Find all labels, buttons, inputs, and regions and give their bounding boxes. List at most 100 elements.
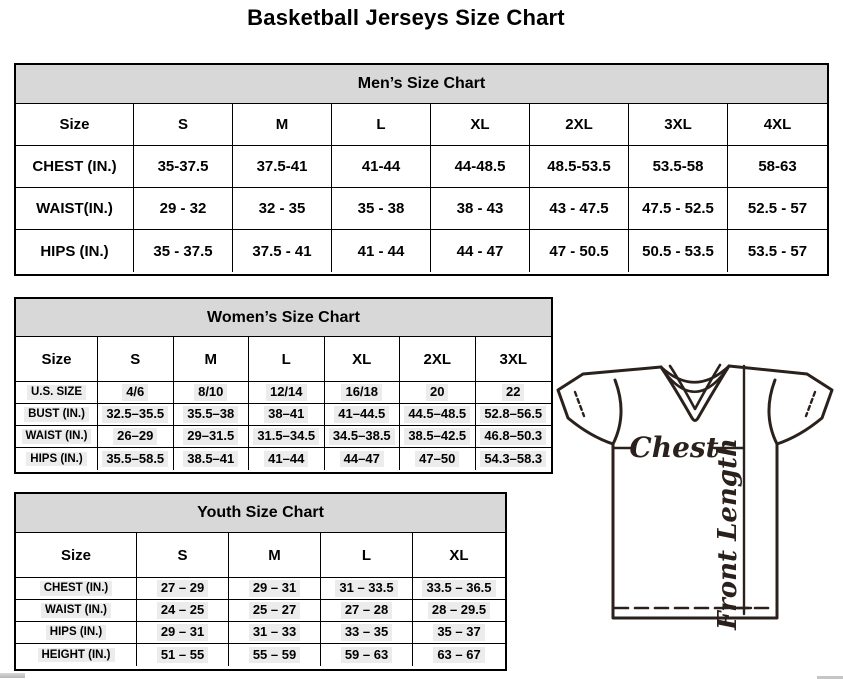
womens-column-header: 2XL bbox=[400, 337, 476, 381]
mens-column-header: 2XL bbox=[530, 104, 629, 145]
mens-column-header: M bbox=[233, 104, 332, 145]
jersey-measurement-diagram: Chest Front Length bbox=[556, 363, 834, 631]
womens-cell: 38–41 bbox=[249, 404, 325, 425]
mens-column-header: L bbox=[332, 104, 431, 145]
highlighted-value: 29–31.5 bbox=[183, 428, 239, 445]
right-armhole-seam bbox=[767, 378, 779, 446]
youth-cell: 29 – 31 bbox=[137, 622, 229, 643]
mens-cell: 32 - 35 bbox=[233, 188, 332, 229]
womens-row-label: U.S. SIZE bbox=[16, 382, 98, 403]
highlighted-value: 59 – 63 bbox=[340, 646, 393, 664]
womens-cell: 35.5–38 bbox=[174, 404, 249, 425]
highlighted-value: 38.5–42.5 bbox=[404, 428, 471, 445]
womens-row-label: BUST (IN.) bbox=[16, 404, 98, 425]
youth-column-header: XL bbox=[449, 546, 469, 564]
youth-column-header: Size bbox=[16, 533, 137, 577]
collar-back-arc-1 bbox=[659, 364, 731, 384]
youth-row-label: HEIGHT (IN.) bbox=[16, 644, 137, 666]
womens-cell: 54.3–58.3 bbox=[476, 448, 552, 470]
jersey-outline bbox=[556, 364, 834, 620]
highlighted-value: 35.5–58.5 bbox=[102, 450, 169, 468]
mens-cell: 41-44 bbox=[332, 146, 431, 187]
highlighted-value: 46.8–50.3 bbox=[480, 428, 547, 445]
womens-cell: 41–44.5 bbox=[325, 404, 400, 425]
right-cuff-dashed-line bbox=[804, 390, 817, 418]
mens-column-header: 4XL bbox=[763, 116, 792, 133]
mens-cell: 35-37.5 bbox=[134, 146, 233, 187]
highlighted-value: 44.5–48.5 bbox=[404, 406, 471, 423]
youth-cell: 55 – 59 bbox=[229, 644, 321, 666]
left-armhole-seam bbox=[611, 378, 623, 446]
highlighted-value: 34.5–38.5 bbox=[328, 428, 395, 445]
youth-cell: 24 – 25 bbox=[137, 600, 229, 621]
mens-cell: 44 - 47 bbox=[431, 230, 530, 272]
mens-table-row: WAIST(IN.) 29 - 32 32 - 35 35 - 38 38 - 43 43… bbox=[16, 188, 827, 230]
womens-cell: 38.5–41 bbox=[174, 448, 249, 470]
womens-cell: 12/14 bbox=[249, 382, 325, 403]
womens-cell: 26–29 bbox=[98, 426, 174, 447]
highlighted-value: 29 – 31 bbox=[248, 580, 301, 597]
womens-column-header: 3XL bbox=[499, 350, 527, 368]
youth-table-header: Youth Size Chart bbox=[16, 494, 505, 533]
highlighted-value: 4/6 bbox=[122, 384, 149, 401]
womens-cell: 35.5–58.5 bbox=[98, 448, 174, 470]
mens-cell: 44-48.5 bbox=[431, 146, 530, 187]
highlighted-value: HIPS (IN.) bbox=[26, 451, 87, 467]
mens-row-label: WAIST(IN.) bbox=[16, 188, 134, 229]
highlighted-value: 16/18 bbox=[341, 384, 383, 401]
mens-cell: 53.5-58 bbox=[629, 146, 728, 187]
highlighted-value: 24 – 25 bbox=[156, 602, 209, 619]
highlighted-value: 8/10 bbox=[194, 384, 228, 401]
mens-cell: 53.5 - 57 bbox=[747, 242, 808, 260]
womens-cell: 52.8–56.5 bbox=[476, 404, 552, 425]
collar-back-arc-2 bbox=[661, 367, 729, 394]
youth-cell: 63 – 67 bbox=[413, 644, 505, 666]
womens-table-row: U.S. SIZE 4/6 8/10 12/14 16/18 20 22 bbox=[16, 382, 551, 404]
mens-cell: 58-63 bbox=[758, 158, 797, 175]
youth-column-header: S bbox=[137, 533, 229, 577]
highlighted-value: 33.5 – 36.5 bbox=[422, 580, 496, 597]
youth-cell: 31 – 33.5 bbox=[321, 578, 413, 599]
horizontal-scrollbar-fragment-left[interactable] bbox=[0, 673, 25, 678]
youth-cell: 29 – 31 bbox=[229, 578, 321, 599]
youth-column-header-row: Size S M L XL bbox=[16, 533, 505, 578]
highlighted-value: CHEST (IN.) bbox=[39, 581, 113, 596]
youth-cell: 25 – 27 bbox=[229, 600, 321, 621]
highlighted-value: 22 bbox=[502, 384, 525, 401]
highlighted-value: 38–41 bbox=[264, 406, 309, 423]
collar-inner-v bbox=[668, 363, 722, 411]
highlighted-value: 63 – 67 bbox=[433, 646, 485, 664]
mens-cell: 37.5-41 bbox=[233, 146, 332, 187]
womens-cell: 16/18 bbox=[325, 382, 400, 403]
womens-row-label: WAIST (IN.) bbox=[16, 426, 98, 447]
youth-cell: 59 – 63 bbox=[321, 644, 413, 666]
mens-column-header: XL bbox=[431, 104, 530, 145]
highlighted-value: 31 – 33 bbox=[248, 624, 301, 641]
womens-cell: 8/10 bbox=[174, 382, 249, 403]
mens-cell: 35 - 38 bbox=[332, 188, 431, 229]
womens-column-header: S bbox=[98, 337, 174, 381]
highlighted-value: 31.5–34.5 bbox=[253, 428, 320, 445]
womens-table-row: HIPS (IN.) 35.5–58.5 38.5–41 41–44 44–47 47–5… bbox=[16, 448, 551, 470]
highlighted-value: WAIST (IN.) bbox=[41, 603, 111, 618]
horizontal-scrollbar-fragment-right[interactable] bbox=[817, 676, 843, 679]
highlighted-value: 52.8–56.5 bbox=[480, 406, 547, 423]
mens-column-header-row: Size S M L XL 2XL 3XL 4XL bbox=[16, 104, 827, 146]
highlighted-value: HIPS (IN.) bbox=[45, 625, 107, 640]
womens-cell: 47–50 bbox=[400, 448, 476, 470]
mens-cell: 38 - 43 bbox=[431, 188, 530, 229]
mens-row-label: HIPS (IN.) bbox=[16, 230, 134, 272]
womens-column-header: XL bbox=[325, 337, 400, 381]
womens-cell: 44–47 bbox=[325, 448, 400, 470]
youth-table-row: CHEST (IN.) 27 – 29 29 – 31 31 – 33.5 33.5 –… bbox=[16, 578, 505, 600]
highlighted-value: 47–50 bbox=[415, 450, 460, 468]
highlighted-value: 25 – 27 bbox=[248, 602, 301, 619]
womens-table-header: Women’s Size Chart bbox=[16, 299, 551, 337]
mens-cell: 29 - 32 bbox=[134, 188, 233, 229]
mens-cell: 43 - 47.5 bbox=[530, 188, 629, 229]
mens-cell: 47 - 50.5 bbox=[530, 230, 629, 272]
womens-table-row: BUST (IN.) 32.5–35.5 35.5–38 38–41 41–44.5 44… bbox=[16, 404, 551, 426]
highlighted-value: 12/14 bbox=[265, 384, 307, 401]
mens-cell: 50.5 - 53.5 bbox=[629, 230, 728, 272]
